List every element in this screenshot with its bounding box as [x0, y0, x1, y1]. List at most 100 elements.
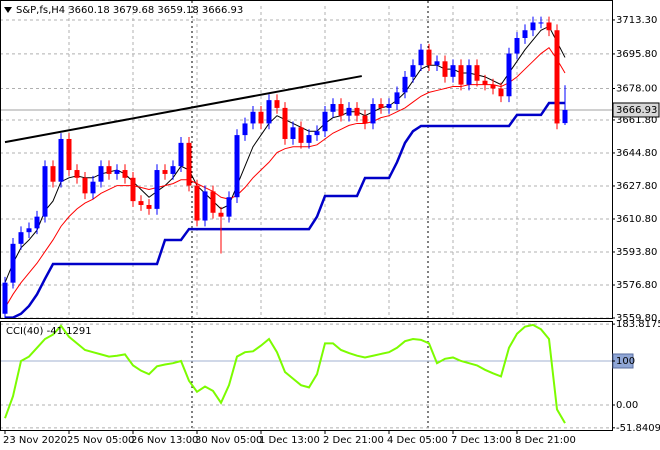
cci-panel-frame — [0, 321, 613, 431]
cci-line — [4, 323, 566, 424]
chart-title: S&P,fs,H4 3660.18 3679.68 3659.18 3666.9… — [16, 5, 243, 16]
candle-body — [290, 127, 296, 139]
candle-body — [418, 49, 424, 66]
candle-body — [562, 109, 568, 124]
axes: 3713.30 3695.80 3678.00 3661.80 3644.80 3627.… — [3, 15, 660, 446]
candle-body — [386, 104, 392, 108]
candle-body — [466, 65, 472, 85]
candle-body — [202, 191, 208, 221]
candle-body — [58, 138, 64, 182]
candle-body — [298, 127, 304, 143]
x-tick-label: 2 Dec 21:00 — [323, 435, 384, 446]
candle-body — [146, 204, 152, 209]
trendline — [4, 75, 362, 144]
y-tick-label: 183.8175 — [616, 319, 660, 330]
candle-body — [442, 61, 448, 77]
candle-body — [170, 166, 176, 174]
current-price-label: 3666.93 — [616, 105, 657, 116]
candle-body — [266, 100, 272, 124]
candle-body — [434, 61, 440, 66]
y-tick-label: 0.00 — [616, 400, 638, 411]
candle-body — [130, 177, 136, 202]
y-tick-label: 100 — [616, 356, 635, 367]
y-tick-label: 3678.00 — [616, 83, 657, 94]
candle-body — [106, 166, 112, 174]
x-tick-label: 26 Nov 13:00 — [131, 435, 198, 446]
y-tick-label: 3695.80 — [616, 49, 657, 60]
x-tick-label: 4 Dec 05:00 — [387, 435, 448, 446]
candle-body — [546, 22, 552, 31]
candle-body — [194, 185, 200, 221]
y-tick-label: 3610.80 — [616, 214, 657, 225]
candle-body — [218, 212, 224, 217]
candle-body — [154, 170, 160, 209]
candle-body — [354, 107, 360, 116]
candle-body — [530, 22, 536, 31]
candle-body — [122, 170, 128, 178]
candle-body — [42, 166, 48, 217]
candle-body — [490, 84, 496, 89]
candle-body — [450, 65, 456, 77]
x-tick-label: 23 Nov 2020 — [3, 435, 67, 446]
candle-body — [34, 216, 40, 229]
candle-body — [306, 135, 312, 143]
y-tick-label: 3593.80 — [616, 247, 657, 258]
candle-body — [322, 111, 328, 132]
y-tick-label: 3627.80 — [616, 181, 657, 192]
candle-body — [138, 201, 144, 205]
candle-body — [258, 111, 264, 124]
candle-body — [274, 100, 280, 108]
candle-body — [426, 49, 432, 66]
candle-body — [458, 65, 464, 85]
x-tick-label: 1 Dec 13:00 — [259, 435, 320, 446]
candle-body — [474, 65, 480, 81]
indicator-title: CCI(40) -41.1291 — [6, 326, 92, 337]
candle-body — [402, 76, 408, 93]
x-tick-label: 30 Nov 05:00 — [195, 435, 262, 446]
candle-body — [554, 30, 560, 124]
candle-body — [18, 232, 24, 244]
x-tick-label: 7 Dec 13:00 — [451, 435, 512, 446]
candle-body — [74, 170, 80, 178]
candle-body — [178, 142, 184, 167]
candle-body — [538, 22, 544, 24]
candle-body — [66, 138, 72, 171]
y-tick-label: 3576.80 — [616, 280, 657, 291]
cci-plot — [1, 323, 612, 429]
candle-body — [522, 30, 528, 39]
candle-body — [90, 181, 96, 194]
candle-body — [482, 80, 488, 85]
candle-body — [378, 104, 384, 108]
y-tick-label: 3559.80 — [616, 313, 657, 324]
candle-body — [26, 228, 32, 233]
y-tick-label: 3644.80 — [616, 148, 657, 159]
candle-body — [514, 38, 520, 54]
candle-body — [162, 170, 168, 174]
candle-body — [282, 107, 288, 139]
candle-body — [242, 123, 248, 136]
candle-body — [338, 104, 344, 116]
candle-body — [234, 135, 240, 198]
candle-body — [114, 170, 120, 174]
candle-body — [346, 107, 352, 116]
candle-body — [370, 104, 376, 124]
candle-body — [210, 191, 216, 213]
indicator-line — [4, 25, 566, 283]
indicator-line — [4, 47, 566, 309]
indicator-line — [5, 101, 565, 318]
candle-body — [362, 115, 368, 124]
menu-triangle — [4, 7, 12, 13]
main-plot — [1, 5, 612, 318]
candle-body — [82, 177, 88, 194]
candle-body — [10, 243, 16, 283]
candle-body — [2, 282, 8, 314]
candle-body — [314, 131, 320, 136]
candle-body — [330, 104, 336, 112]
x-tick-label: 8 Dec 21:00 — [515, 435, 576, 446]
candle-body — [98, 166, 104, 182]
candle-body — [250, 111, 256, 124]
y-tick-label: 3661.80 — [616, 115, 657, 126]
candle-body — [50, 166, 56, 182]
